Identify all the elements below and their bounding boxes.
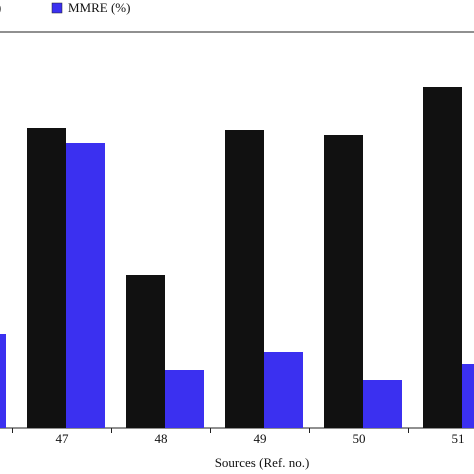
bar <box>225 130 264 428</box>
bar <box>27 128 66 428</box>
x-tick-label: 49 <box>254 431 267 446</box>
x-tick-label: 48 <box>155 431 168 446</box>
bar <box>462 364 474 428</box>
bar <box>324 135 363 428</box>
bar <box>423 87 462 428</box>
bar <box>66 143 105 428</box>
bar <box>165 370 204 428</box>
x-tick-label: 50 <box>353 431 366 446</box>
x-tick-label: 51 <box>452 431 465 446</box>
legend-label: %) <box>0 0 1 15</box>
bar <box>264 352 303 428</box>
legend-label: MMRE (%) <box>68 0 130 15</box>
x-tick-label: 47 <box>56 431 70 446</box>
bar <box>126 275 165 428</box>
bar <box>0 334 6 428</box>
legend-swatch <box>51 2 63 14</box>
x-axis-title: Sources (Ref. no.) <box>215 455 310 470</box>
bar <box>363 380 402 428</box>
